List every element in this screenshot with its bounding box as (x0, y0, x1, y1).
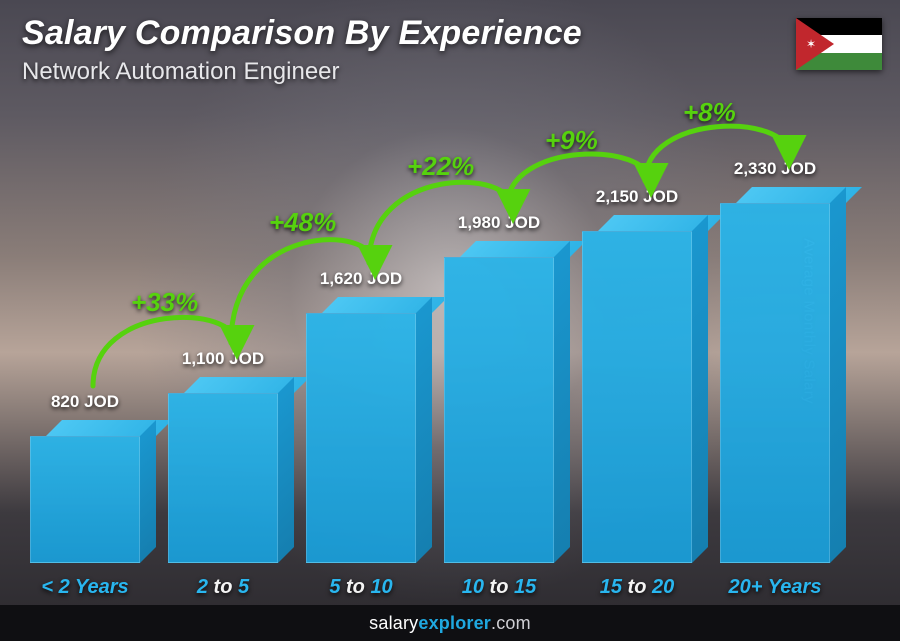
growth-arc (369, 182, 513, 263)
flag-star-icon: ✶ (806, 38, 816, 50)
arc-layer (30, 100, 858, 563)
x-axis-label: 2 to 5 (197, 576, 249, 599)
footer-bar: salaryexplorer.com (0, 605, 900, 641)
page-title: Salary Comparison By Experience (22, 14, 582, 53)
growth-arc (93, 317, 237, 386)
page-subtitle: Network Automation Engineer (22, 58, 340, 86)
x-axis-label: 15 to 20 (600, 576, 675, 599)
x-axis-label: 5 to 10 (329, 576, 392, 599)
x-axis-label: 20+ Years (729, 576, 822, 599)
country-flag-jordan: ✶ (796, 18, 882, 70)
brand-label: salaryexplorer.com (369, 613, 531, 634)
salary-bar-chart: 820 JOD< 2 Years1,100 JOD2 to 51,620 JOD… (30, 100, 860, 563)
infographic-stage: Salary Comparison By Experience Network … (0, 0, 900, 641)
x-axis-label: < 2 Years (41, 576, 128, 599)
growth-arc (507, 154, 651, 207)
x-axis-label: 10 to 15 (462, 576, 537, 599)
growth-arc (645, 126, 789, 181)
growth-arc (231, 240, 375, 343)
